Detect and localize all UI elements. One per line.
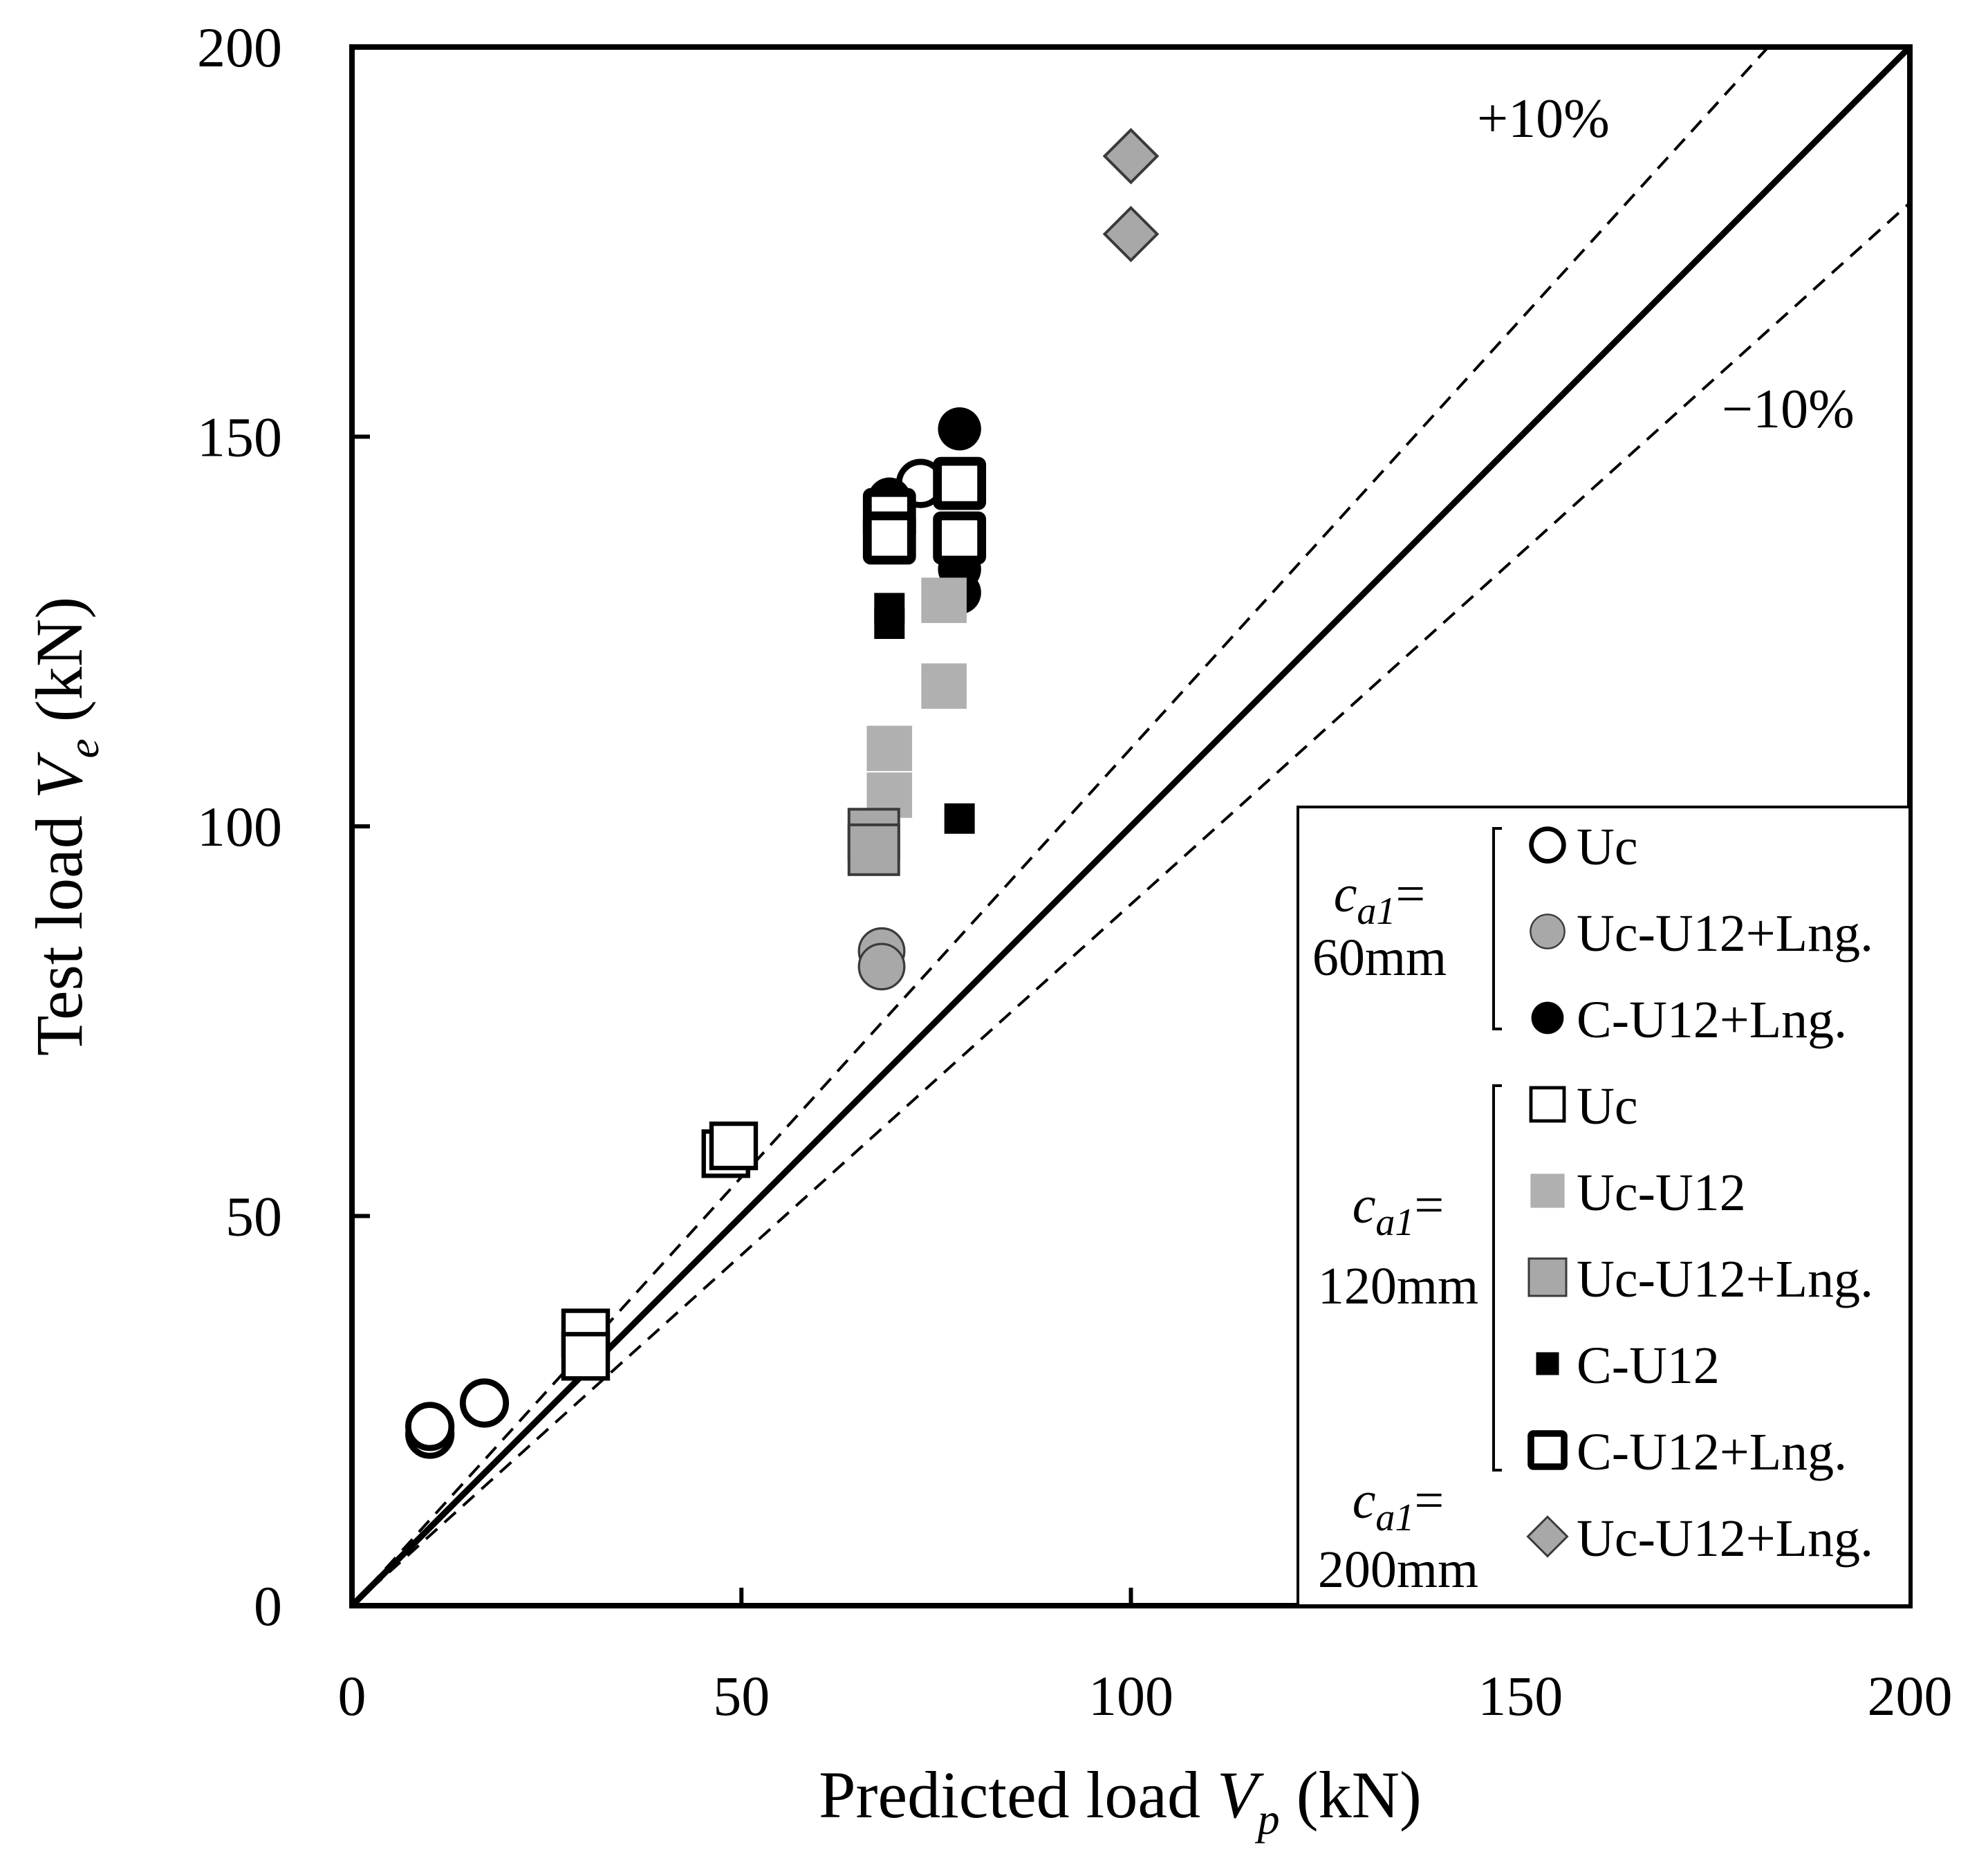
x-tick-label: 50 <box>713 1664 770 1727</box>
legend-marker <box>1527 1430 1568 1470</box>
legend-label-uc-u12-120: Uc-U12 <box>1577 1164 1746 1222</box>
minus10-label: −10% <box>1722 379 1855 440</box>
legend-label-c-u12-lng-120: C-U12+Lng. <box>1577 1423 1847 1481</box>
bracket-120 <box>1492 1084 1502 1472</box>
x-tick-label: 0 <box>338 1664 366 1727</box>
data-point <box>709 1121 759 1171</box>
data-point <box>921 577 967 623</box>
data-point <box>1102 127 1160 185</box>
legend-marker <box>1530 913 1566 949</box>
x-axis-title: Predicted load Vp (kN) <box>819 1758 1422 1844</box>
group-label-200: ca1= <box>1353 1472 1444 1539</box>
y-tick-label: 0 <box>254 1575 282 1637</box>
data-point <box>862 511 916 565</box>
data-point <box>921 663 967 709</box>
legend-marker <box>1536 1352 1559 1375</box>
x-tick-label: 100 <box>1088 1664 1173 1727</box>
group-value-200: 200mm <box>1318 1541 1478 1599</box>
reference-line-2 <box>351 201 1911 1607</box>
legend-label-uc-60: Uc <box>1577 818 1638 876</box>
data-point <box>933 511 987 565</box>
y-axis-title: Test load Ve (kN) <box>22 597 108 1056</box>
legend-label-c-u12-lng-60: C-U12+Lng. <box>1577 991 1847 1049</box>
legend-items <box>1526 826 1569 1558</box>
data-point <box>938 407 981 451</box>
data-point <box>866 725 913 772</box>
group-value-120: 120mm <box>1318 1257 1478 1315</box>
legend-marker <box>1529 1086 1566 1123</box>
legend-label-c-u12-120: C-U12 <box>1577 1337 1720 1395</box>
data-point <box>459 1378 510 1428</box>
y-tick-label: 200 <box>197 16 282 79</box>
plus10-label: +10% <box>1477 89 1610 149</box>
legend-marker <box>1526 1515 1569 1558</box>
x-tick-label: 200 <box>1868 1664 1953 1727</box>
legend-label-uc-u12-lng-120: Uc-U12+Lng. <box>1577 1250 1873 1308</box>
reference-line-0 <box>349 44 1913 1608</box>
data-point <box>944 803 975 834</box>
data-points <box>405 127 1160 1459</box>
legend-frame <box>1297 806 1911 1607</box>
legend-label-uc-u12-lng-60: Uc-U12+Lng. <box>1577 904 1873 963</box>
bracket-60 <box>1492 827 1502 1030</box>
legend: ca1= 60mm ca1= 120mm ca1= 200mm Uc Uc-U1… <box>1297 806 1911 1607</box>
y-tick-label: 50 <box>225 1185 282 1248</box>
data-point <box>933 456 987 510</box>
y-axis-ticks: 0 50 100 150 200 <box>197 16 370 1637</box>
legend-label-uc-120: Uc <box>1577 1077 1638 1135</box>
group-value-60: 60mm <box>1312 929 1447 987</box>
data-point <box>847 823 900 876</box>
legend-marker <box>1529 826 1566 864</box>
data-point <box>857 943 906 991</box>
x-tick-label: 150 <box>1478 1664 1563 1727</box>
y-tick-label: 100 <box>197 795 282 858</box>
legend-marker <box>1527 1257 1568 1297</box>
group-label-60: ca1= <box>1334 865 1426 933</box>
y-tick-label: 150 <box>197 406 282 469</box>
group-label-120: ca1= <box>1353 1176 1444 1244</box>
data-point <box>1102 205 1160 263</box>
x-axis-ticks: 0 50 100 150 200 <box>338 1588 1953 1727</box>
data-point <box>561 1332 611 1381</box>
legend-marker <box>1530 1173 1565 1208</box>
legend-marker <box>1531 1001 1564 1034</box>
data-point <box>874 608 905 639</box>
legend-label-uc-u12-lng-200: Uc-U12+Lng. <box>1577 1510 1873 1568</box>
data-point <box>405 1402 455 1451</box>
